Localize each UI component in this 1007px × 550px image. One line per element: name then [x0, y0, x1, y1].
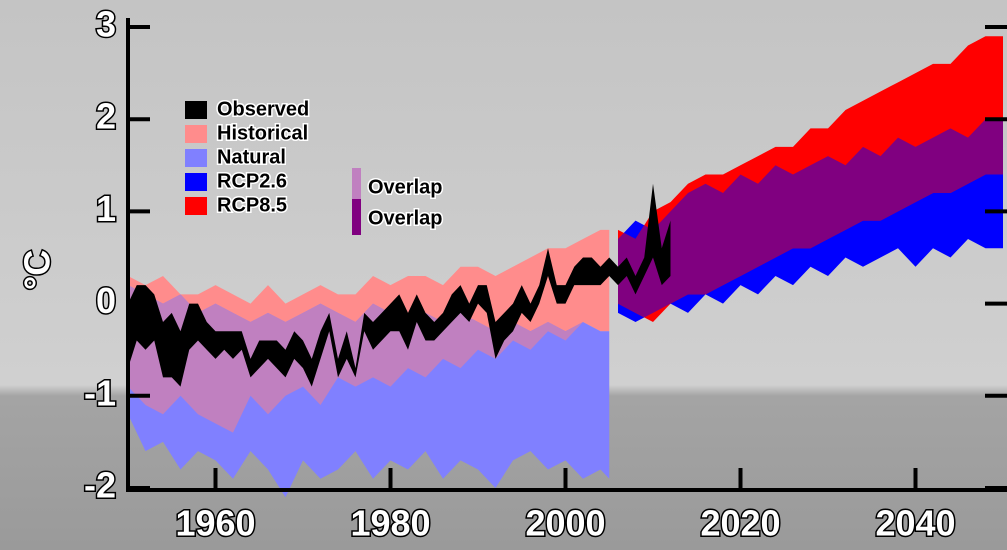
y-tick-label: -1: [84, 372, 116, 413]
legend-label: RCP2.6: [217, 170, 287, 192]
x-tick-label: 2000: [525, 503, 605, 544]
legend-swatch: [185, 125, 207, 143]
y-axis-label: °C: [17, 250, 58, 290]
legend-label: Overlap: [368, 207, 442, 229]
legend-swatch: [352, 168, 361, 204]
y-tick-label: 0: [96, 280, 116, 321]
x-tick-label: 2040: [875, 503, 955, 544]
legend-label: Natural: [217, 146, 286, 168]
legend-label: Overlap: [368, 176, 442, 198]
legend-label: Observed: [217, 98, 309, 120]
legend-swatch: [185, 197, 207, 215]
legend-swatch: [185, 173, 207, 191]
legend-swatch: [185, 149, 207, 167]
page: °C -2 -1 0 1 2 3 1960 1980 2000 2020 2040 ObservedH…: [0, 0, 1007, 550]
legend-swatch: [185, 101, 207, 119]
legend-swatch: [352, 199, 361, 235]
y-tick-label: 2: [96, 96, 116, 137]
x-tick-label: 2020: [700, 503, 780, 544]
y-tick-label: 1: [96, 188, 116, 229]
chart: °C -2 -1 0 1 2 3 1960 1980 2000 2020 2040 ObservedH…: [0, 0, 1007, 550]
x-tick-label: 1980: [350, 503, 430, 544]
y-tick-label: -2: [84, 465, 116, 506]
legend-label: Historical: [217, 122, 308, 144]
y-tick-label: 3: [96, 4, 116, 45]
x-tick-label: 1960: [175, 503, 255, 544]
legend-label: RCP8.5: [217, 194, 287, 216]
